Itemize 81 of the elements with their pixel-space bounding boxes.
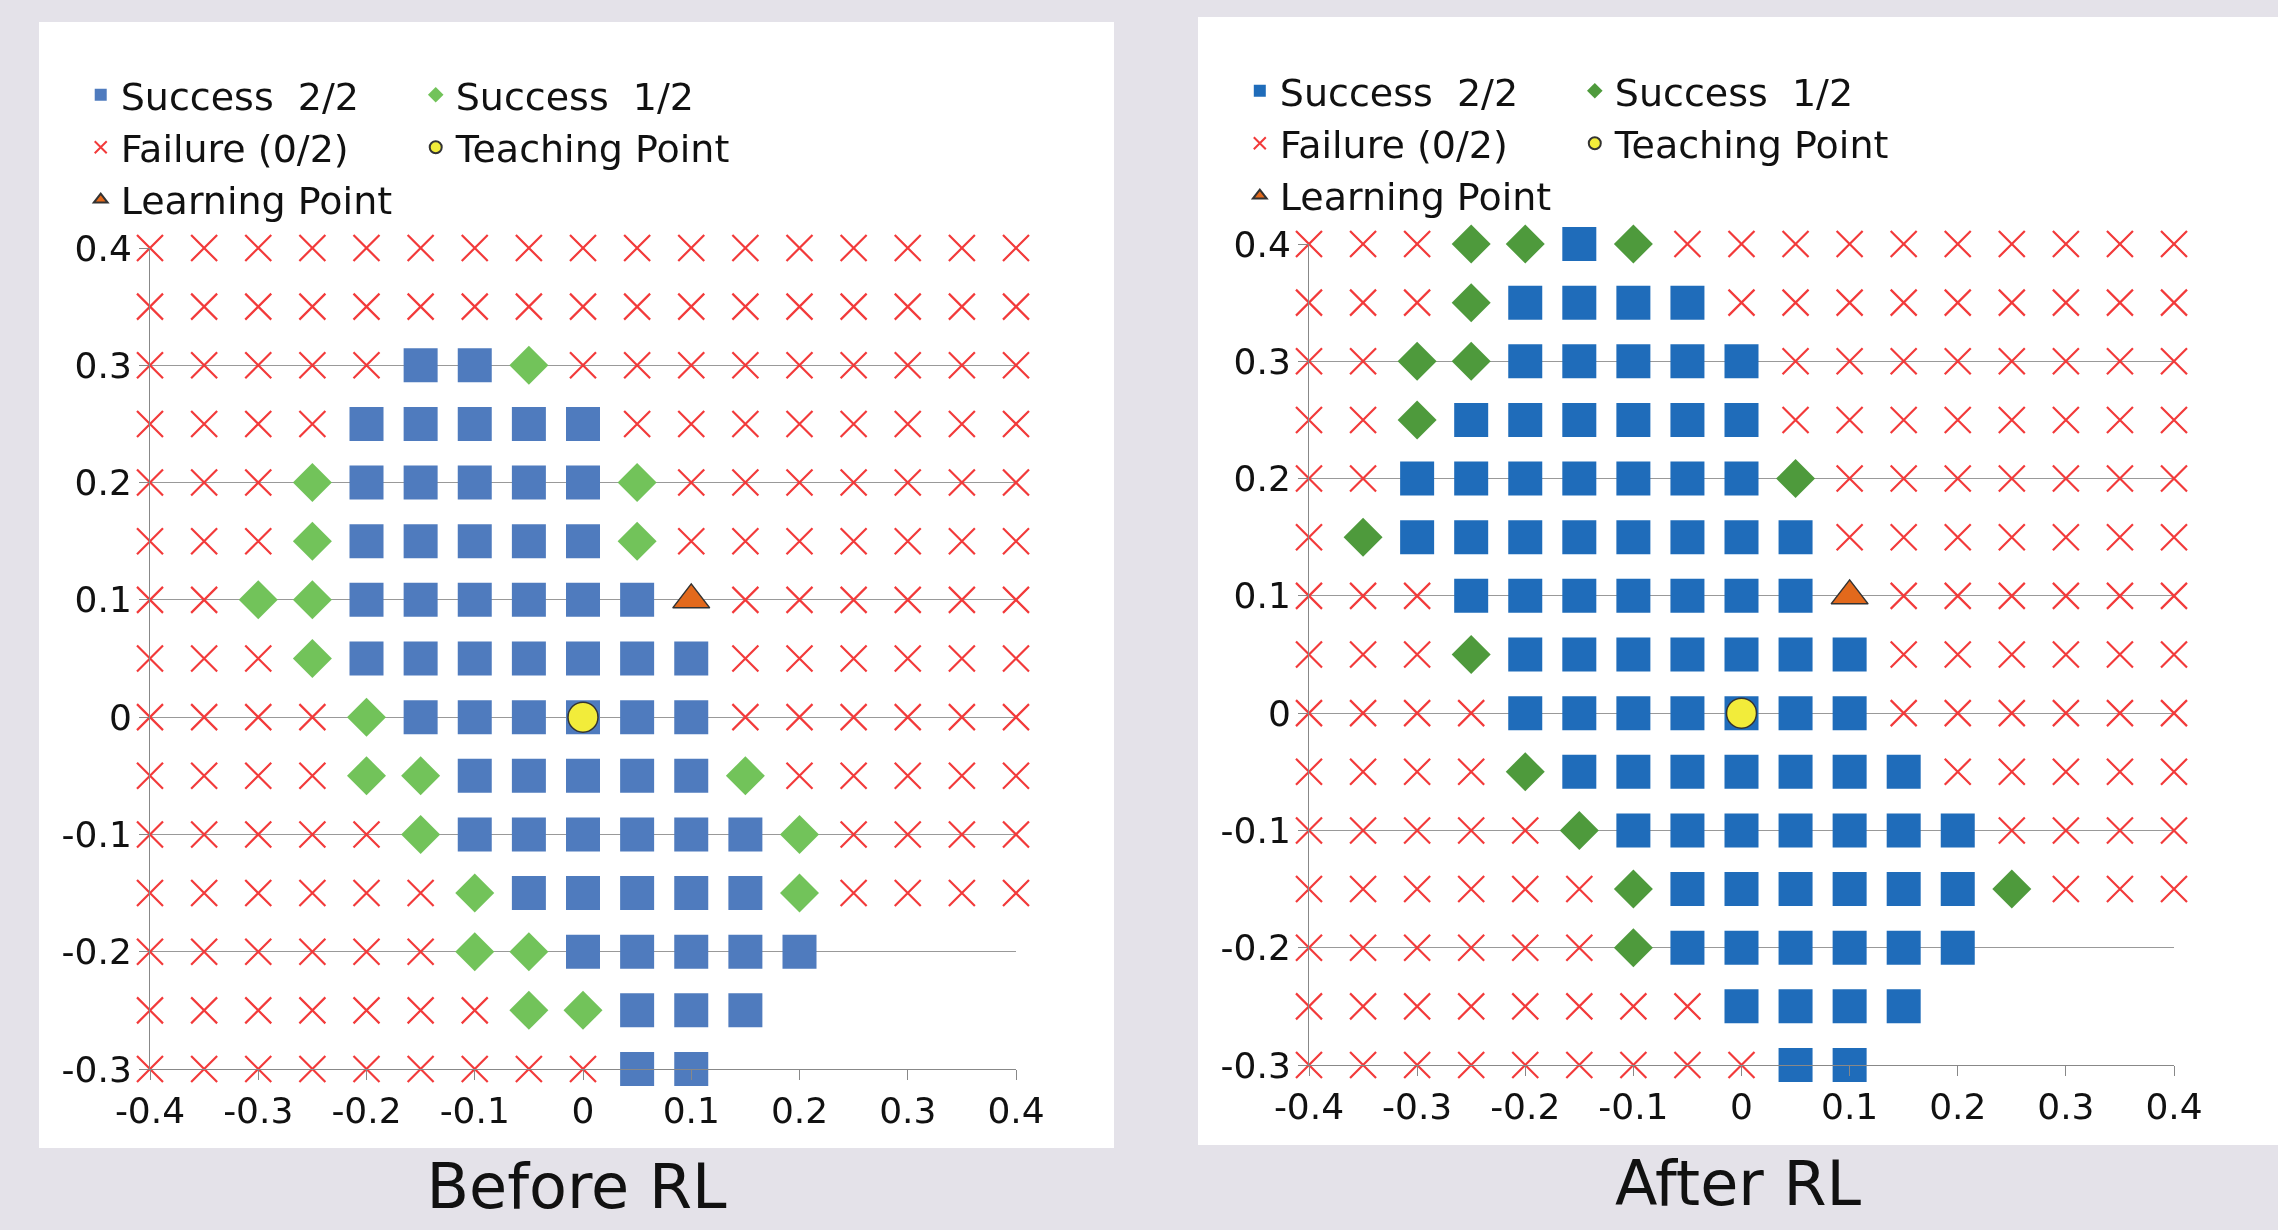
legend-label: Teaching Point — [454, 127, 730, 171]
y-tick-label: -0.3 — [1220, 1044, 1291, 1086]
legend-label: Success 2/2 — [1279, 70, 1519, 115]
y-tick-label: 0.2 — [74, 462, 132, 504]
point — [455, 873, 495, 913]
x-tick-label: 0.2 — [1929, 1086, 1987, 1128]
x-tick-label: 0.1 — [662, 1090, 720, 1132]
point — [1451, 283, 1491, 323]
point — [401, 756, 441, 796]
point — [1505, 224, 1545, 264]
point — [292, 463, 332, 503]
x-tick-label: 0 — [1730, 1086, 1753, 1128]
y-tick-label: 0.4 — [74, 227, 132, 269]
y-tick-label: -0.1 — [61, 814, 132, 856]
legend-label: Success 2/2 — [120, 74, 359, 119]
x-tick-label: 0.1 — [1821, 1086, 1879, 1128]
legend-label: Teaching Point — [1613, 123, 1889, 167]
point — [509, 932, 549, 972]
y-tick-label: 0.3 — [1233, 340, 1291, 382]
text: After RL — [1613, 1147, 1863, 1220]
legend-label: Learning Point — [1279, 175, 1552, 220]
x-tick-label: -0.1 — [439, 1090, 510, 1132]
point — [292, 521, 332, 561]
y-tick-label: 0.4 — [1233, 223, 1291, 265]
x-tick-label: -0.1 — [1598, 1086, 1669, 1128]
y-tick-label: -0.2 — [61, 931, 132, 973]
point — [292, 580, 332, 620]
legend-label: Success 1/2 — [1614, 70, 1854, 115]
point — [1343, 517, 1383, 557]
x-tick-label: 0.3 — [879, 1090, 937, 1132]
y-tick-label: 0 — [108, 696, 132, 738]
point — [1559, 810, 1599, 850]
point — [347, 756, 386, 796]
point — [238, 580, 278, 620]
x-tick-label: -0.2 — [1490, 1086, 1561, 1128]
point — [1505, 752, 1545, 792]
point — [1992, 869, 2032, 909]
point — [617, 463, 657, 503]
point — [617, 521, 657, 561]
point — [1397, 400, 1437, 440]
point — [509, 990, 549, 1030]
x-tick-label: -0.3 — [223, 1090, 294, 1132]
point — [509, 345, 549, 385]
x-tick-label: 0.3 — [2037, 1086, 2095, 1128]
point — [563, 990, 603, 1030]
x-tick-label: -0.4 — [1273, 1086, 1345, 1128]
x-tick-label: 0.4 — [2145, 1086, 2203, 1128]
y-tick-label: -0.3 — [61, 1048, 132, 1090]
point — [1451, 635, 1491, 674]
point — [780, 814, 819, 854]
point — [455, 932, 495, 972]
legend-label: Learning Point — [120, 179, 393, 224]
y-tick-label: 0.1 — [74, 579, 132, 621]
y-tick-label: -0.2 — [1220, 927, 1291, 969]
point — [1397, 341, 1437, 381]
y-tick-label: 0.1 — [1233, 575, 1291, 617]
x-tick-label: -0.2 — [331, 1090, 402, 1132]
point — [1451, 224, 1491, 264]
point — [292, 639, 332, 678]
point — [1613, 928, 1653, 968]
text: Before RL — [425, 1150, 728, 1223]
y-tick-label: -0.1 — [1220, 810, 1291, 852]
legend-label: Failure (0/2) — [1279, 123, 1508, 167]
y-tick-label: 0.2 — [1233, 458, 1291, 500]
y-tick-label: 0 — [1267, 692, 1291, 734]
point — [347, 697, 386, 737]
legend-label: Failure (0/2) — [120, 127, 349, 171]
point — [780, 873, 819, 913]
x-tick-label: -0.4 — [114, 1090, 186, 1132]
legend-label: Success 1/2 — [455, 74, 694, 119]
point — [1451, 341, 1491, 381]
x-tick-label: 0.4 — [987, 1090, 1045, 1132]
x-tick-label: 0 — [571, 1090, 595, 1132]
y-tick-label: 0.3 — [74, 344, 132, 386]
point — [401, 814, 441, 854]
point — [1776, 459, 1816, 499]
point — [725, 756, 765, 796]
point — [1613, 224, 1653, 264]
x-tick-label: -0.3 — [1382, 1086, 1453, 1128]
x-tick-label: 0.2 — [770, 1090, 829, 1132]
point — [1613, 869, 1653, 909]
